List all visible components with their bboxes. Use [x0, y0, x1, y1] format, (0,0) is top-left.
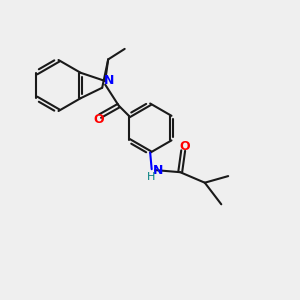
Text: N: N: [104, 74, 114, 88]
Text: N: N: [153, 164, 164, 177]
Text: H: H: [147, 172, 155, 182]
Text: O: O: [93, 112, 104, 126]
Text: O: O: [179, 140, 190, 153]
